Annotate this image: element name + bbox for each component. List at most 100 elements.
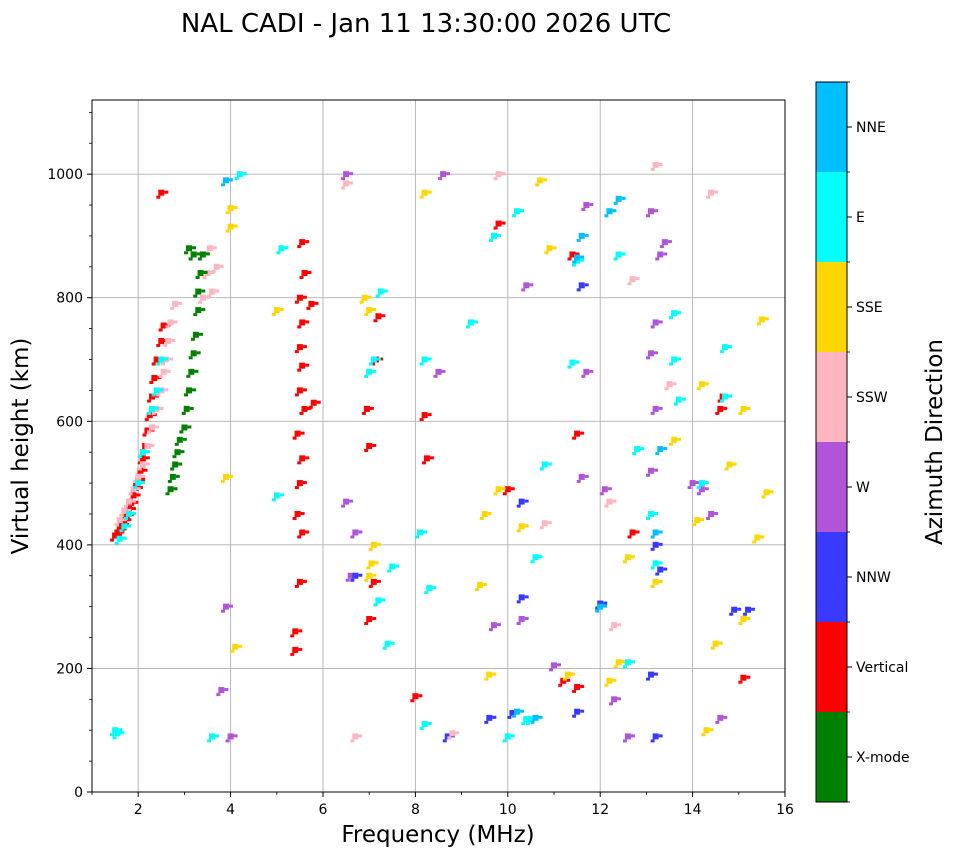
echo-point <box>518 616 525 622</box>
echo-point <box>650 566 655 570</box>
echo-point <box>156 195 161 199</box>
echo-point <box>667 240 672 244</box>
echo-point <box>738 680 743 684</box>
echo-point <box>373 319 378 323</box>
echo-point <box>529 283 534 287</box>
echo-point <box>611 622 618 629</box>
echo-point <box>149 424 156 431</box>
echo-point <box>612 209 617 213</box>
colorbar-tick-label: X-mode <box>856 750 910 766</box>
echo-point <box>364 622 369 625</box>
echo-point <box>535 183 540 187</box>
echo-point <box>658 734 663 738</box>
echo-point <box>375 294 380 298</box>
echo-point <box>589 203 594 207</box>
echo-point <box>658 162 663 166</box>
echo-point <box>648 350 655 357</box>
echo-point <box>648 208 655 215</box>
echo-point <box>654 351 659 355</box>
echo-point <box>477 582 484 589</box>
echo-point <box>756 322 761 326</box>
echo-point <box>557 663 561 667</box>
echo-point <box>630 734 635 738</box>
echo-point <box>419 727 424 731</box>
echo-point <box>387 569 392 573</box>
echo-point <box>301 405 308 412</box>
echo-point <box>299 276 304 279</box>
echo-point <box>188 368 195 375</box>
echo-point <box>134 500 139 504</box>
echo-point <box>615 195 622 202</box>
echo-point <box>652 733 659 740</box>
echo-point <box>364 449 369 452</box>
echo-point <box>187 425 192 429</box>
echo-point <box>368 547 373 551</box>
echo-point <box>366 443 373 449</box>
echo-point <box>117 528 122 532</box>
echo-point <box>427 190 432 194</box>
echo-point <box>518 523 525 530</box>
echo-point <box>754 534 761 541</box>
echo-point <box>302 295 307 299</box>
echo-point <box>376 579 381 583</box>
echo-point <box>186 374 191 378</box>
echo-point <box>646 473 651 477</box>
echo-point <box>493 177 498 181</box>
echo-point <box>467 319 474 326</box>
echo-point <box>746 617 751 620</box>
echo-point <box>120 731 125 735</box>
echo-point <box>613 257 618 261</box>
echo-point <box>350 739 355 743</box>
echo-point <box>127 524 132 528</box>
echo-point <box>121 523 128 530</box>
echo-point <box>700 518 705 522</box>
echo-point <box>576 238 581 242</box>
colorbar-tick-label: Vertical <box>856 660 908 676</box>
echo-point <box>301 270 308 276</box>
echo-point <box>294 510 301 517</box>
echo-point <box>578 282 585 289</box>
echo-point <box>488 238 493 242</box>
echo-point <box>193 294 198 298</box>
echo-point <box>580 255 585 259</box>
echo-point <box>717 714 724 721</box>
echo-point <box>604 683 609 687</box>
echo-point <box>381 598 386 602</box>
x-tick-label: 2 <box>134 802 143 818</box>
echo-point <box>137 467 144 474</box>
echo-point <box>292 516 297 520</box>
echo-point <box>126 505 131 509</box>
echo-point <box>347 572 354 579</box>
echo-point <box>726 461 733 468</box>
echo-point <box>650 739 655 743</box>
echo-point <box>130 486 137 493</box>
echo-point <box>752 540 757 544</box>
echo-point <box>151 393 156 397</box>
echo-point <box>578 232 585 239</box>
echo-point <box>131 507 136 511</box>
echo-point <box>145 456 150 460</box>
echo-point <box>141 477 146 481</box>
echo-point <box>509 709 516 716</box>
echo-point <box>510 487 515 491</box>
echo-point <box>128 492 133 496</box>
echo-point <box>658 561 663 565</box>
echo-point <box>233 734 238 738</box>
echo-point <box>363 405 370 412</box>
echo-point <box>629 529 636 536</box>
echo-point <box>624 554 631 561</box>
echo-point <box>160 322 167 329</box>
echo-point <box>502 492 507 496</box>
grid-lines <box>92 100 785 792</box>
echo-point <box>523 716 530 723</box>
echo-point <box>370 541 377 548</box>
echo-point <box>222 473 229 480</box>
echo-point <box>366 566 371 570</box>
echo-point <box>447 736 452 740</box>
echo-point <box>708 189 715 196</box>
echo-point <box>423 530 428 534</box>
echo-point <box>139 449 146 456</box>
echo-point <box>721 393 728 400</box>
echo-point <box>145 450 150 454</box>
